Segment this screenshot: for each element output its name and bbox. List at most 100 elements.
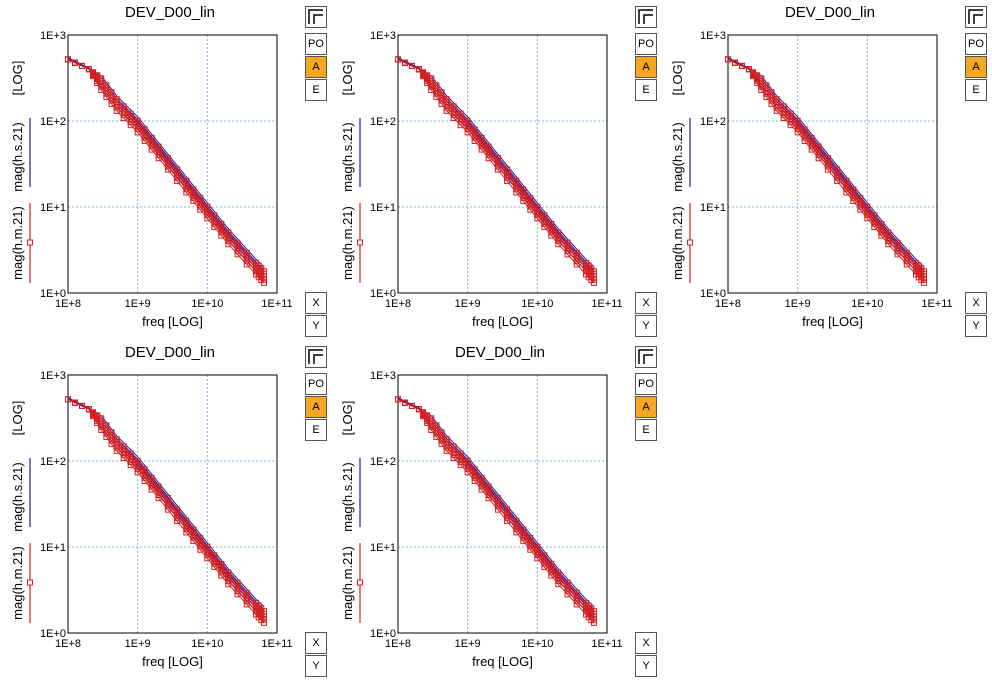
series-m-marker xyxy=(903,249,910,256)
mode-button-a[interactable]: A xyxy=(305,396,327,418)
y-axis-label-s: mag(h.s.21) xyxy=(670,122,685,191)
mode-button-e[interactable]: E xyxy=(635,419,657,441)
series-m-marker xyxy=(85,66,92,73)
mode-button-po[interactable]: PO xyxy=(965,33,987,55)
series-m-marker xyxy=(527,535,534,542)
series-m-marker xyxy=(234,239,241,246)
mode-button-a[interactable]: A xyxy=(965,56,987,78)
mode-button-a[interactable]: A xyxy=(635,56,657,78)
axis-button-y[interactable]: Y xyxy=(305,315,327,337)
legend-m-marker xyxy=(357,239,363,246)
series-m-marker xyxy=(428,75,435,82)
axis-button-y[interactable]: Y xyxy=(635,655,657,677)
series-m-line xyxy=(397,398,595,612)
series-m-marker xyxy=(588,265,595,272)
mode-button-e[interactable]: E xyxy=(635,79,657,101)
series-m-marker xyxy=(824,154,831,161)
axis-button-x[interactable]: X xyxy=(635,632,657,654)
plot-frame xyxy=(67,34,278,294)
zoom-corner-glyph xyxy=(308,349,323,364)
y-tick-label: 1E+3 xyxy=(370,370,396,382)
series-m-marker xyxy=(555,569,562,576)
series-m-marker xyxy=(424,72,431,79)
mode-button-po[interactable]: PO xyxy=(305,33,327,55)
series-m-marker xyxy=(211,552,218,559)
series-m-marker xyxy=(424,412,431,419)
series-m-marker xyxy=(90,69,97,76)
mode-button-a[interactable]: A xyxy=(305,56,327,78)
series-m-marker xyxy=(395,396,401,403)
mode-button-e[interactable]: E xyxy=(305,79,327,101)
axis-button-y[interactable]: Y xyxy=(305,655,327,677)
zoom-corner-icon[interactable] xyxy=(305,6,327,28)
series-m-marker xyxy=(141,466,148,473)
axis-button-x[interactable]: X xyxy=(305,292,327,314)
series-m-marker xyxy=(471,126,478,133)
series-m-line xyxy=(67,58,265,272)
x-axis-label: freq [LOG] xyxy=(472,654,533,669)
series-m-marker xyxy=(588,605,595,612)
y-axis-label-s: mag(h.s.21) xyxy=(340,462,355,531)
series-m-marker xyxy=(243,589,250,596)
series-m-marker xyxy=(758,75,765,82)
x-tick-label: 1E+10 xyxy=(191,298,223,310)
mode-button-po[interactable]: PO xyxy=(635,33,657,55)
series-m-marker xyxy=(433,82,440,89)
series-m-marker xyxy=(857,195,864,202)
x-axis-label: freq [LOG] xyxy=(142,314,203,329)
chart-title: DEV_D00_lin xyxy=(454,344,546,361)
mode-button-po[interactable]: PO xyxy=(635,373,657,395)
series-m-marker xyxy=(190,526,197,533)
x-tick-label: 1E+10 xyxy=(191,638,223,650)
zoom-corner-icon[interactable] xyxy=(305,346,327,368)
series-m-marker xyxy=(504,506,511,513)
x-tick-label: 1E+8 xyxy=(715,298,741,310)
series-m-marker xyxy=(197,535,204,542)
series-m-marker xyxy=(745,66,752,73)
mode-button-a[interactable]: A xyxy=(635,396,657,418)
series-m-marker xyxy=(438,429,445,436)
series-m-marker xyxy=(120,103,127,110)
series-m-marker xyxy=(433,422,440,429)
chart-svg: 1E+8 1E+9 1E+10 1E+11 1E+0 1E+1 1E+2 1E+3 freq [… xyxy=(10,370,293,669)
mode-button-e[interactable]: E xyxy=(305,419,327,441)
x-axis-label: freq [LOG] xyxy=(142,654,203,669)
zoom-corner-icon[interactable] xyxy=(965,6,987,28)
series-m-marker xyxy=(190,186,197,193)
series-m-marker xyxy=(725,56,731,63)
series-m-line xyxy=(727,58,925,272)
y-tick-label: 1E+0 xyxy=(370,628,396,640)
axis-button-x[interactable]: X xyxy=(305,632,327,654)
series-m-marker xyxy=(78,402,85,409)
x-tick-label: 1E+11 xyxy=(261,638,292,650)
series-m-marker xyxy=(885,229,892,236)
series-m-marker xyxy=(555,229,562,236)
series-m-marker xyxy=(438,89,445,96)
axis-button-x[interactable]: X xyxy=(965,292,987,314)
series-m-line xyxy=(67,398,265,612)
series-m-marker xyxy=(450,103,457,110)
y-tick-label: 1E+1 xyxy=(700,202,726,214)
series-s-line xyxy=(727,57,925,268)
series-m-marker xyxy=(464,117,471,124)
axis-button-x[interactable]: X xyxy=(635,292,657,314)
y-tick-label: 1E+1 xyxy=(370,202,396,214)
zoom-corner-icon[interactable] xyxy=(635,346,657,368)
series-m-marker xyxy=(564,579,571,586)
mode-button-e[interactable]: E xyxy=(965,79,987,101)
series-m-marker xyxy=(801,126,808,133)
zoom-corner-icon[interactable] xyxy=(635,6,657,28)
axis-button-y[interactable]: Y xyxy=(635,315,657,337)
axis-button-y[interactable]: Y xyxy=(965,315,987,337)
y-axis-label-s: mag(h.s.21) xyxy=(10,122,25,191)
mode-button-po[interactable]: PO xyxy=(305,373,327,395)
x-tick-label: 1E+9 xyxy=(125,638,151,650)
series-m-marker xyxy=(763,82,770,89)
series-m-marker xyxy=(573,589,580,596)
series-m-marker xyxy=(234,579,241,586)
series-m-marker xyxy=(564,239,571,246)
series-m-marker xyxy=(103,422,110,429)
chart-panel: DEV_D00_lin 1E+8 1E+9 1E+10 1E+11 1E+0 1E+1 1E+… xyxy=(330,340,660,680)
y-axis-label-m: mag(h.m.21) xyxy=(670,206,685,280)
series-m-marker xyxy=(197,195,204,202)
